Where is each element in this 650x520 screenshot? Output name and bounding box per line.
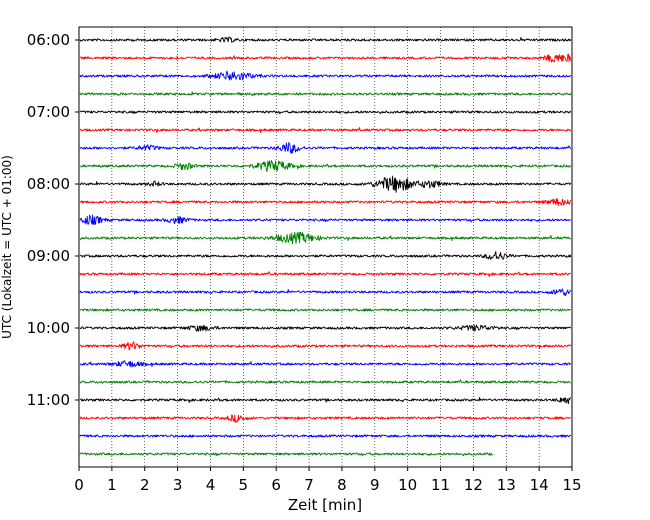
x-tick-label: 10 bbox=[398, 476, 417, 494]
x-tick-label: 3 bbox=[173, 476, 183, 494]
trace-0830 bbox=[79, 214, 572, 225]
x-tick-label: 5 bbox=[239, 476, 249, 494]
x-tick-label: 11 bbox=[431, 476, 450, 494]
x-tick-label: 7 bbox=[304, 476, 314, 494]
y-tick-label: 08:00 bbox=[27, 175, 70, 193]
x-axis-ticks: 0 1 2 3 4 5 6 7 8 9 10 11 12 13 14 15 bbox=[74, 467, 582, 494]
trace-1000 bbox=[79, 324, 572, 332]
trace-1100 bbox=[79, 397, 571, 405]
trace-0945 bbox=[79, 308, 572, 312]
x-tick-label: 6 bbox=[271, 476, 281, 494]
trace-0900 bbox=[80, 251, 572, 260]
trace-0800 bbox=[79, 175, 572, 193]
trace-1015 bbox=[79, 341, 572, 351]
x-tick-label: 13 bbox=[497, 476, 516, 494]
trace-1030 bbox=[79, 360, 572, 368]
trace-0630 bbox=[79, 70, 572, 81]
y-tick-label: 07:00 bbox=[27, 103, 70, 121]
y-axis-ticks: 06:00 07:00 08:00 09:00 10:00 11:00 bbox=[27, 31, 79, 409]
trace-0615 bbox=[79, 53, 572, 63]
trace-1130 bbox=[79, 434, 572, 438]
trace-1145 bbox=[79, 452, 494, 457]
trace-1045 bbox=[79, 379, 571, 384]
trace-0700 bbox=[79, 110, 572, 115]
seismogram-traces bbox=[79, 36, 572, 457]
trace-0730 bbox=[79, 142, 572, 154]
trace-0930 bbox=[79, 288, 572, 297]
plot-frame bbox=[78, 26, 573, 468]
x-tick-label: 8 bbox=[337, 476, 347, 494]
trace-0845 bbox=[79, 231, 572, 245]
x-tick-label: 0 bbox=[74, 476, 84, 494]
trace-0745 bbox=[79, 159, 572, 172]
trace-0715 bbox=[80, 127, 572, 134]
trace-0600 bbox=[79, 36, 572, 43]
x-axis-label: Zeit [min] bbox=[288, 496, 362, 514]
x-tick-label: 2 bbox=[140, 476, 150, 494]
trace-0645 bbox=[79, 91, 572, 97]
x-tick-label: 12 bbox=[464, 476, 483, 494]
x-tick-label: 15 bbox=[562, 476, 581, 494]
y-tick-label: 09:00 bbox=[27, 247, 70, 265]
x-tick-label: 14 bbox=[530, 476, 549, 494]
trace-1115 bbox=[79, 414, 571, 423]
x-tick-label: 9 bbox=[370, 476, 380, 494]
grid-lines bbox=[111, 27, 540, 467]
y-tick-label: 11:00 bbox=[27, 391, 70, 409]
y-tick-label: 06:00 bbox=[27, 31, 70, 49]
y-tick-label: 10:00 bbox=[27, 319, 70, 337]
trace-0915 bbox=[79, 271, 571, 277]
x-tick-label: 1 bbox=[107, 476, 117, 494]
x-tick-label: 4 bbox=[206, 476, 216, 494]
trace-0815 bbox=[79, 198, 572, 207]
y-axis-label: UTC (Lokalzeit = UTC + 01:00) bbox=[0, 155, 14, 339]
